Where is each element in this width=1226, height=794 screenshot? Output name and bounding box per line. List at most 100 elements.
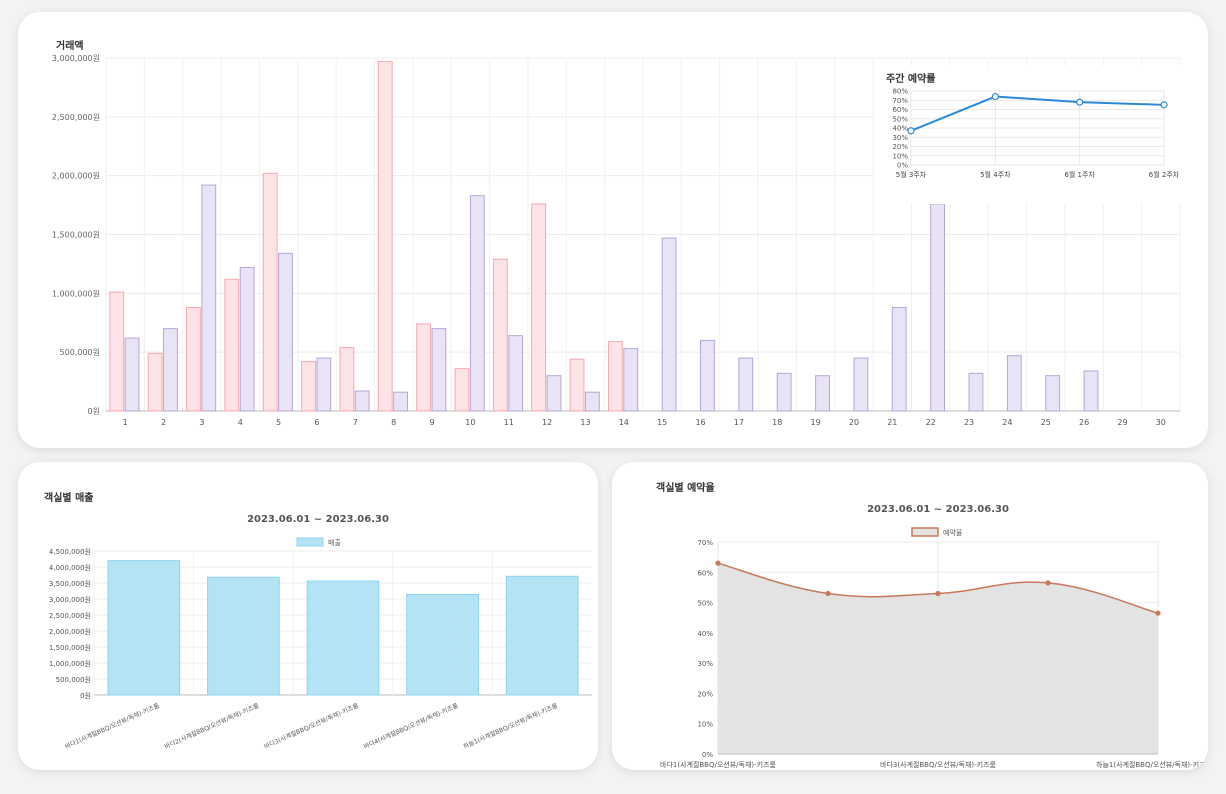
y-tick-label: 2,500,000원 [52, 113, 100, 122]
chart-subtitle: 2023.06.01 ~ 2023.06.30 [867, 504, 1009, 515]
y-tick-label: 3,000,000원 [49, 595, 91, 604]
x-tick-label: 12 [542, 418, 552, 427]
inset-series-line [910, 95, 1165, 132]
y-tick-label: 0원 [80, 691, 91, 700]
data-point [715, 560, 721, 566]
x-tick-label: 바다1(사계절BBQ/오션뷰/독채)-키즈룸 [64, 701, 161, 750]
x-tick-label: 29 [1117, 418, 1127, 427]
y-tick-label: 50% [697, 600, 713, 608]
bar [968, 372, 984, 412]
bar [891, 306, 907, 412]
x-tick-label: 바다3(사계절BBQ/오션뷰/독채)-키즈룸 [880, 760, 997, 769]
bar [1045, 375, 1061, 412]
bar [815, 375, 830, 412]
x-tick-label: 바다1(사계절BBQ/오션뷰/독채)-키즈룸 [660, 760, 777, 769]
inset-x-tick: 6월 2주차 [1149, 170, 1180, 179]
inset-y-tick: 70% [892, 97, 908, 105]
legend-label: 예약율 [943, 528, 963, 537]
data-point [825, 590, 831, 597]
data-point [1155, 610, 1161, 616]
bar [301, 361, 316, 412]
x-tick-label: 3 [199, 418, 204, 427]
x-tick-label: 13 [580, 418, 590, 427]
area-fill [718, 563, 1158, 754]
y-tick-label: 500,000원 [56, 675, 91, 684]
inset-y-tick: 0% [897, 162, 908, 170]
x-tick-label: 4 [238, 418, 243, 427]
bar [1006, 355, 1022, 412]
inset-y-tick: 80% [892, 88, 908, 96]
y-tick-label: 0% [702, 751, 713, 759]
bar [224, 278, 240, 412]
chart-title: 객실별 예약율 [656, 481, 715, 494]
x-tick-label: 20 [849, 418, 859, 427]
inset-y-tick: 40% [892, 125, 908, 133]
inset-y-tick: 60% [892, 106, 908, 114]
y-tick-label: 60% [697, 569, 713, 577]
daily-sales-card: 거래액 0원 500,000원 1,000,000원 1,500,000원 2,000,0… [18, 12, 1208, 448]
y-tick-label: 0원 [88, 407, 100, 416]
x-tick-label: 6 [314, 418, 319, 427]
bar [124, 337, 140, 412]
x-tick-label: 22 [926, 418, 936, 427]
legend-label: 매출 [328, 538, 341, 547]
room-sales-card: 객실별 매출 2023.06.01 ~ 2023.06.30 매출 0원 500,000… [18, 462, 598, 770]
x-tick-label: 30 [1156, 418, 1166, 427]
bar [454, 368, 470, 412]
chart-subtitle: 2023.06.01 ~ 2023.06.30 [247, 514, 389, 525]
x-tick-label: 2 [161, 418, 166, 427]
x-tick-label: 하늘1(사계절BBQ/오션뷰/독채)-키즈룸 [1096, 760, 1208, 769]
inset-x-tick: 5월 3주차 [896, 170, 927, 179]
y-tick-label: 1,000,000원 [49, 659, 91, 668]
y-tick-label: 1,500,000원 [52, 231, 100, 240]
y-tick-label: 4,500,000원 [49, 547, 91, 556]
y-tick-label: 500,000원 [60, 348, 100, 357]
bar [278, 252, 293, 412]
y-tick-label: 1,500,000원 [49, 643, 91, 652]
inset-y-tick: 10% [892, 152, 908, 160]
y-tick-label: 70% [697, 539, 713, 547]
room-booking-rate-chart: 객실별 예약율 2023.06.01 ~ 2023.06.30 예약율 0% 10% 20… [656, 481, 1208, 769]
bar [584, 391, 600, 412]
data-point [935, 590, 941, 597]
y-tick-label: 30% [697, 660, 713, 668]
y-tick-label: 3,500,000원 [49, 579, 91, 588]
x-tick-label: 5 [276, 418, 281, 427]
inset-y-tick: 20% [892, 143, 908, 151]
x-tick-label: 14 [619, 418, 629, 427]
legend-swatch [911, 527, 939, 537]
daily-sales-chart: 거래액 0원 500,000원 1,000,000원 1,500,000원 2,000,0… [52, 39, 1186, 427]
bar [1083, 370, 1099, 412]
inset-point [991, 92, 999, 101]
y-tick-label: 40% [697, 630, 713, 638]
bar [930, 203, 945, 412]
legend-swatch [296, 537, 324, 547]
bar [262, 172, 278, 412]
x-tick-label: 9 [429, 418, 434, 427]
bar [354, 390, 370, 412]
x-tick-label: 15 [657, 418, 667, 427]
bar [738, 357, 754, 412]
bar [201, 184, 217, 412]
x-tick-label: 18 [772, 418, 782, 427]
inset-point [1160, 101, 1168, 109]
x-tick-label: 25 [1041, 418, 1051, 427]
bar [107, 560, 181, 696]
x-tick-label: 26 [1079, 418, 1089, 427]
x-tick-label: 바다4(사계절BBQ/오션뷰/독채)-키즈룸 [362, 701, 459, 750]
bar [469, 195, 485, 412]
data-point [1045, 580, 1051, 586]
x-tick-label: 11 [504, 418, 514, 427]
bar [607, 341, 623, 412]
inset-x-tick: 6월 1주차 [1064, 170, 1095, 179]
x-tick-label: 8 [391, 418, 396, 427]
y-tick-label: 1,000,000원 [52, 289, 100, 298]
x-tick-label: 24 [1002, 418, 1012, 427]
x-tick-label: 23 [964, 418, 974, 427]
bar [623, 348, 639, 412]
x-tick-label: 하늘1(사계절BBQ/오션뷰/독채)-키즈룸 [462, 701, 559, 750]
inset-y-tick: 50% [892, 115, 908, 123]
bar [109, 291, 125, 412]
bar [853, 357, 869, 412]
bar [377, 61, 393, 412]
